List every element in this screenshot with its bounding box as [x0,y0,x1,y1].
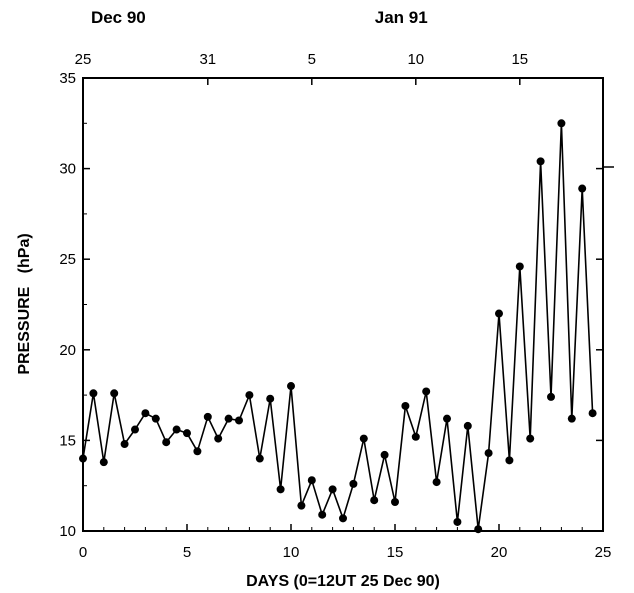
data-point [484,449,493,458]
data-point [89,389,98,398]
data-point [505,456,514,465]
x-tick-label: 5 [183,544,191,561]
y-tick-label: 35 [59,70,76,87]
data-point [463,421,472,430]
data-point [432,478,441,487]
data-point [515,262,524,271]
data-point [380,450,389,459]
y-tick-label: 20 [59,342,76,359]
month-label: Jan 91 [375,8,428,27]
data-point [547,392,555,401]
data-point [526,434,535,443]
data-point [359,434,368,443]
data-point [536,157,545,166]
data-point [131,425,139,434]
data-point [162,438,171,447]
data-point [214,434,223,443]
data-point [193,447,202,456]
data-point [287,382,295,391]
data-point [578,184,587,193]
data-point [297,501,306,510]
data-point [370,496,379,505]
data-point [567,414,576,423]
data-point [183,429,191,438]
y-tick-label: 10 [59,523,76,540]
data-point [474,525,483,534]
x-tick-label: 0 [79,544,87,561]
top-tick-label: 31 [199,51,216,68]
data-point [453,517,462,526]
x-tick-label: 15 [387,544,404,561]
x-tick-label: 25 [595,544,612,561]
data-point [588,409,597,418]
data-point [318,510,327,519]
series-line [82,122,594,531]
data-point [443,414,451,423]
data-point [203,412,212,421]
data-point [349,479,358,488]
data-point [266,394,275,403]
data-point [401,401,410,410]
plot-frame [82,77,604,532]
y-tick-label: 30 [59,161,76,178]
data-point [557,119,566,128]
y-tick-label: 15 [59,432,76,449]
top-tick-label: 10 [407,51,424,68]
data-point [224,414,233,423]
data-point [307,476,316,485]
data-point [99,458,108,467]
data-point [339,514,347,523]
x-tick-label: 20 [491,544,508,561]
data-point [391,498,399,507]
x-axis-title: DAYS (0=12UT 25 Dec 90) [246,573,440,590]
x-tick-label: 10 [283,544,300,561]
data-point [422,387,431,396]
data-point [141,409,150,418]
data-point [110,389,119,398]
y-tick-label: 25 [59,251,76,268]
data-point [255,454,264,463]
top-tick-label: 25 [75,51,92,68]
data-point [276,485,285,494]
top-tick-label: 5 [308,51,316,68]
data-point [120,440,129,449]
data-point [79,454,87,463]
data-point [411,432,420,441]
data-point [172,425,181,434]
data-point [328,485,337,494]
data-point [245,391,254,400]
data-point [151,414,160,423]
month-label: Dec 90 [91,8,146,27]
data-point [495,309,503,318]
top-tick-label: 15 [511,51,528,68]
y-axis-title: PRESSURE (hPa) [16,233,33,374]
data-point [235,416,243,425]
